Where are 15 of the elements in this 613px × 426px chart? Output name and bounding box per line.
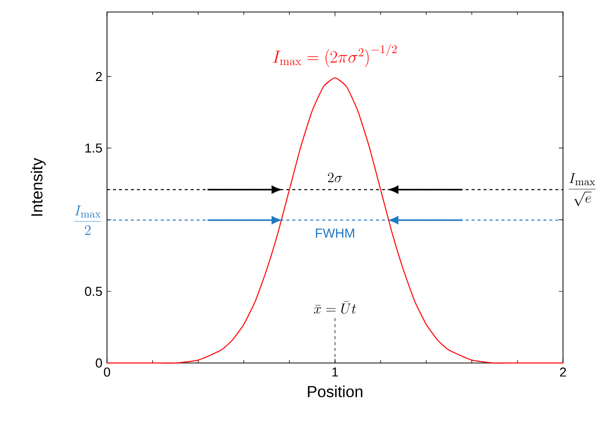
y-tick-label: 0.5 xyxy=(84,286,102,296)
ref-line-label: $\bar{x} = \bar{U} t$ xyxy=(314,301,356,314)
x-tick-label: 2 xyxy=(560,368,566,377)
y-axis-title: Intensity xyxy=(30,158,46,216)
annotation: FWHM xyxy=(316,228,354,238)
x-tick-label: 1 xyxy=(332,368,338,376)
x-axis-title: Position xyxy=(308,386,362,398)
annotation: $2\sigma$ xyxy=(328,172,342,182)
y-tick-label: 2 xyxy=(96,72,102,81)
y-tick-label: 0 xyxy=(96,358,102,368)
annotation: $I_{\max} = \left(2\pi\sigma^2\right)^{-1/2}$ xyxy=(272,44,397,68)
y-tick-label: 1.5 xyxy=(85,144,102,153)
ref-line-label: $\frac{I_{\max}}{2}$ xyxy=(74,205,102,235)
x-tick-label: 0 xyxy=(104,368,110,377)
ref-line-label: $\frac{I_{\max}}{\sqrt{e}}$ xyxy=(568,173,596,206)
